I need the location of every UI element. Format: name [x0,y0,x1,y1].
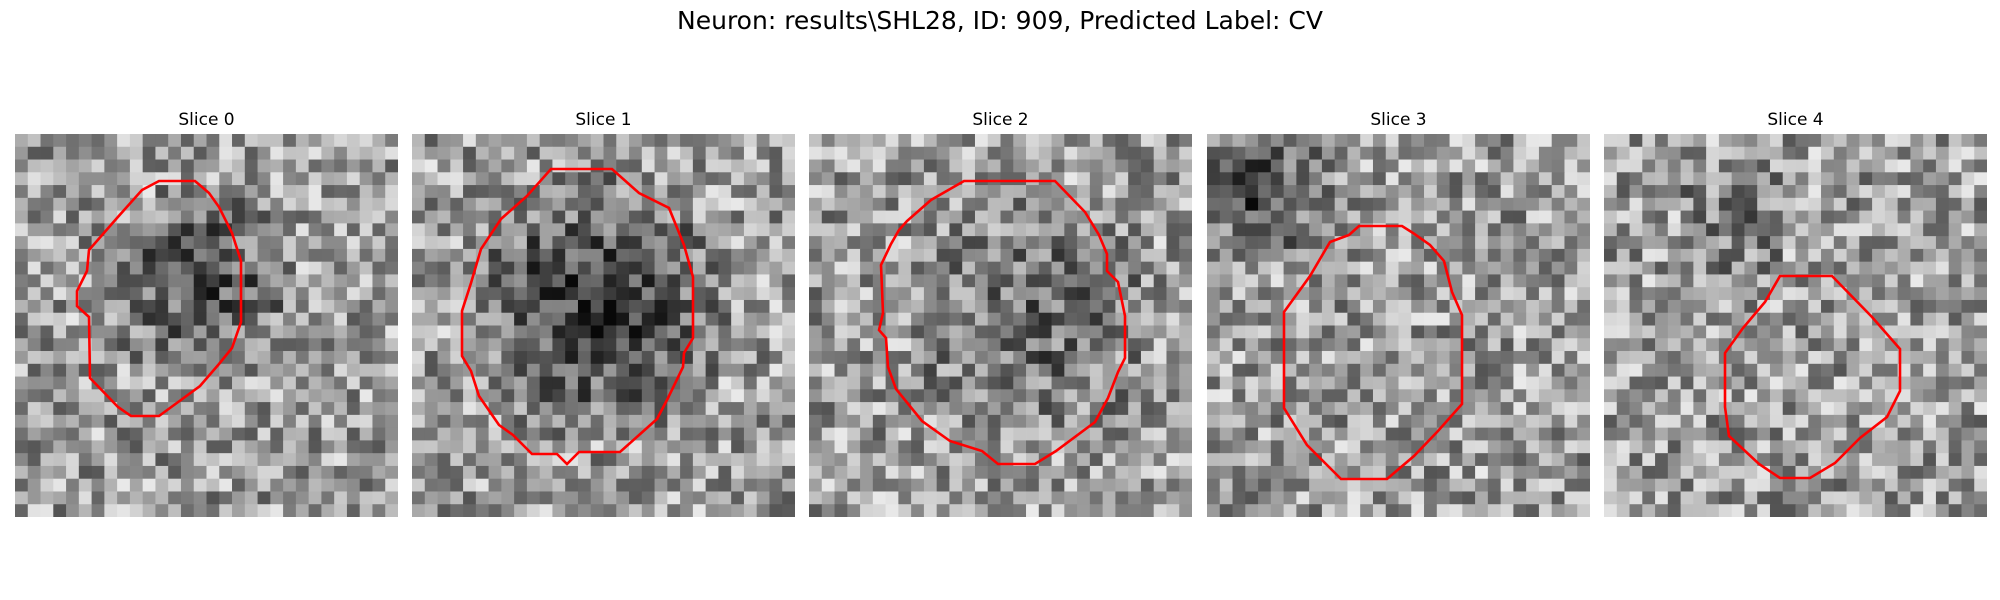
slice-image-1 [412,134,795,517]
slice-image-0 [15,134,398,517]
pixel-grid [15,134,398,517]
slice-panel-2: Slice 2 [809,108,1192,517]
pixel-grid [412,134,795,517]
figure-title: Neuron: results\SHL28, ID: 909, Predicte… [677,6,1323,35]
pixel-grid [1207,134,1590,517]
slice-title-2: Slice 2 [972,110,1029,130]
roi-contour [877,179,1127,466]
slice-title-0: Slice 0 [178,110,235,130]
slice-panel-4: Slice 4 [1604,108,1987,517]
pixel-grid [1604,134,1987,517]
pixel-grid [809,134,1192,517]
roi-contour [460,167,695,466]
slice-title-3: Slice 3 [1370,110,1427,130]
slice-image-2 [809,134,1192,517]
slice-title-4: Slice 4 [1767,110,1824,130]
slice-image-4 [1604,134,1987,517]
slice-image-3 [1207,134,1590,517]
slice-panel-1: Slice 1 [412,108,795,517]
slice-title-1: Slice 1 [575,110,632,130]
roi-contour [75,179,243,418]
roi-contour [1282,224,1464,481]
roi-contour [1723,274,1902,480]
slice-panel-3: Slice 3 [1207,108,1590,517]
slice-panel-0: Slice 0 [15,108,398,517]
